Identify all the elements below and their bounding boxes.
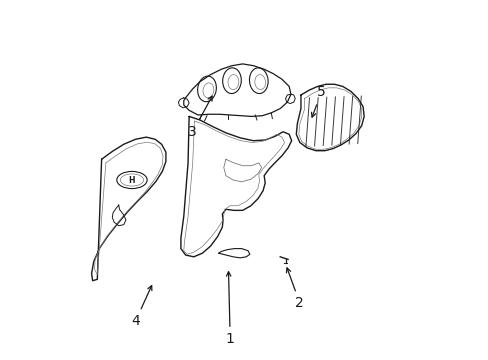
Text: 3: 3 — [188, 96, 212, 139]
Text: 4: 4 — [131, 285, 152, 328]
Text: H: H — [128, 176, 135, 185]
Text: 1: 1 — [225, 272, 234, 346]
Text: 5: 5 — [311, 85, 325, 117]
Text: 2: 2 — [286, 268, 304, 310]
